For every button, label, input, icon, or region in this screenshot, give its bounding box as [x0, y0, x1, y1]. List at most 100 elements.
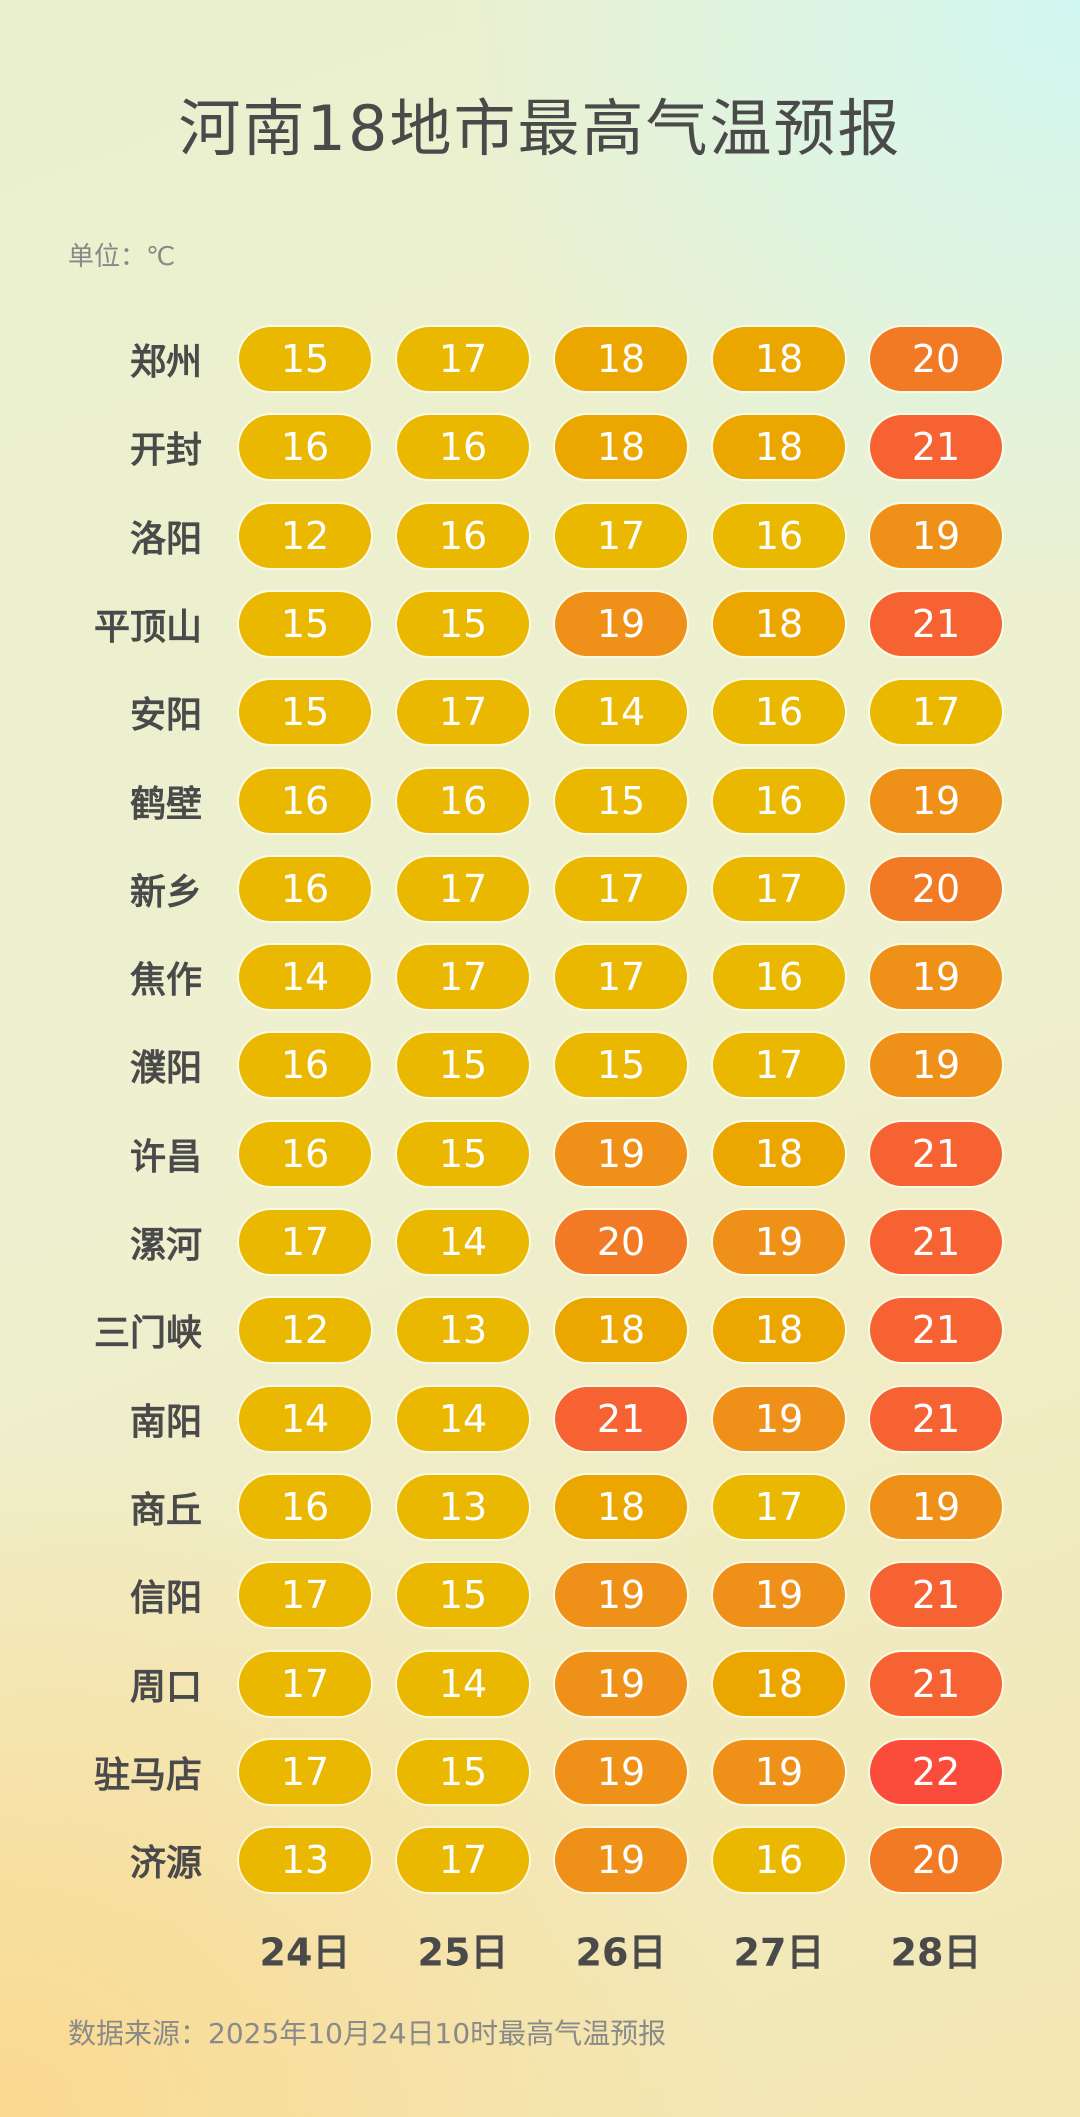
temperature-cell: 12 [239, 503, 371, 568]
city-label: 南阳 [129, 1401, 202, 1443]
temperature-cell: 19 [870, 768, 1002, 833]
temperature-cell: 14 [397, 1651, 529, 1716]
city-label: 新乡 [129, 871, 202, 913]
temperature-cell: 18 [713, 1651, 845, 1716]
temperature-cell: 19 [713, 1739, 845, 1804]
temperature-cell: 16 [397, 415, 529, 480]
temperature-cell: 16 [239, 1121, 371, 1186]
temperature-cell: 14 [397, 1210, 529, 1274]
city-label: 开封 [129, 430, 202, 472]
city-label: 平顶山 [93, 606, 202, 648]
temperature-cell: 19 [713, 1563, 845, 1628]
temperature-cell: 17 [239, 1563, 371, 1628]
temperature-cell: 17 [713, 1474, 845, 1539]
city-label: 济源 [129, 1843, 202, 1885]
temperature-cell: 17 [397, 680, 529, 745]
temperature-cell: 21 [555, 1386, 687, 1451]
temperature-cell: 16 [397, 503, 529, 568]
temperature-cell: 15 [397, 1121, 529, 1186]
day-label: 27日 [733, 1930, 825, 1975]
temperature-cell: 16 [239, 768, 371, 833]
temperature-cell: 19 [555, 591, 687, 656]
city-label: 鹤壁 [129, 783, 202, 825]
temperature-cell: 14 [397, 1386, 529, 1451]
temperature-cell: 17 [713, 856, 845, 921]
temperature-cell: 14 [239, 1386, 371, 1451]
temperature-cell: 21 [870, 591, 1002, 656]
temperature-cell: 15 [397, 1739, 529, 1804]
city-label: 漯河 [129, 1225, 202, 1266]
temperature-cell: 19 [555, 1739, 687, 1804]
temperature-cell: 17 [239, 1210, 371, 1274]
temperature-cell: 15 [555, 1033, 687, 1098]
day-label: 25日 [417, 1930, 509, 1975]
temperature-cell: 17 [555, 945, 687, 1010]
temperature-cell: 19 [713, 1386, 845, 1451]
temperature-cell: 16 [239, 856, 371, 921]
temperature-cell: 15 [239, 591, 371, 656]
temperature-cell: 17 [397, 327, 529, 391]
city-label: 安阳 [129, 695, 202, 737]
temperature-cell: 19 [555, 1828, 687, 1893]
temperature-cell: 17 [713, 1033, 845, 1098]
temperature-cell: 16 [713, 945, 845, 1010]
temperature-cell: 18 [713, 415, 845, 480]
temperature-cell: 19 [713, 1210, 845, 1274]
temperature-cell: 18 [555, 415, 687, 480]
city-label: 郑州 [129, 342, 202, 383]
temperature-cell: 21 [870, 1651, 1002, 1716]
temperature-cell: 19 [870, 945, 1002, 1010]
temperature-cell: 17 [397, 1828, 529, 1893]
temperature-cell: 17 [555, 503, 687, 568]
unit-label: 单位：℃ [68, 242, 176, 272]
temperature-cell: 19 [870, 1033, 1002, 1098]
temperature-cell: 20 [870, 327, 1002, 391]
temperature-cell: 18 [713, 1298, 845, 1363]
city-label: 三门峡 [93, 1313, 202, 1355]
temperature-cell: 21 [870, 1386, 1002, 1451]
temperature-cell: 16 [397, 768, 529, 833]
temperature-cell: 13 [239, 1828, 371, 1893]
temperature-cell: 15 [555, 768, 687, 833]
temperature-cell: 18 [555, 1298, 687, 1363]
city-label: 驻马店 [93, 1754, 202, 1796]
temperature-cell: 21 [870, 1121, 1002, 1186]
chart-title: 河南18地市最高气温预报 [178, 92, 902, 165]
temperature-cell: 19 [555, 1563, 687, 1628]
temperature-cell: 17 [870, 680, 1002, 745]
temperature-cell: 17 [239, 1739, 371, 1804]
temperature-cell: 16 [239, 1474, 371, 1539]
city-label: 周口 [129, 1666, 202, 1708]
temperature-cell: 18 [555, 327, 687, 391]
temperature-cell: 21 [870, 1563, 1002, 1628]
temperature-cell: 19 [555, 1121, 687, 1186]
temperature-cell: 14 [555, 680, 687, 745]
temperature-cell: 13 [397, 1474, 529, 1539]
temperature-cell: 20 [555, 1210, 687, 1274]
city-label: 洛阳 [129, 518, 202, 560]
day-label: 24日 [259, 1930, 351, 1975]
temperature-cell: 20 [870, 1828, 1002, 1893]
temperature-cell: 19 [870, 503, 1002, 568]
temperature-cell: 19 [555, 1651, 687, 1716]
temperature-cell: 18 [713, 1121, 845, 1186]
temperature-cell: 18 [713, 327, 845, 391]
temperature-cell: 12 [239, 1298, 371, 1363]
temperature-cell: 21 [870, 415, 1002, 480]
temperature-cell: 17 [397, 856, 529, 921]
temperature-cell: 17 [397, 945, 529, 1010]
temperature-cell: 16 [239, 1033, 371, 1098]
temperature-cell: 16 [713, 768, 845, 833]
temperature-cell: 18 [555, 1474, 687, 1539]
temperature-cell: 17 [555, 856, 687, 921]
temperature-cell: 15 [239, 327, 371, 391]
city-label: 商丘 [129, 1489, 202, 1531]
temperature-cell: 15 [397, 1563, 529, 1628]
temperature-cell: 19 [870, 1474, 1002, 1539]
temperature-cell: 15 [239, 680, 371, 745]
day-label: 26日 [575, 1930, 667, 1975]
temperature-cell: 16 [713, 503, 845, 568]
city-label: 信阳 [129, 1578, 202, 1620]
temperature-cell: 16 [713, 680, 845, 745]
temperature-cell: 15 [397, 591, 529, 656]
